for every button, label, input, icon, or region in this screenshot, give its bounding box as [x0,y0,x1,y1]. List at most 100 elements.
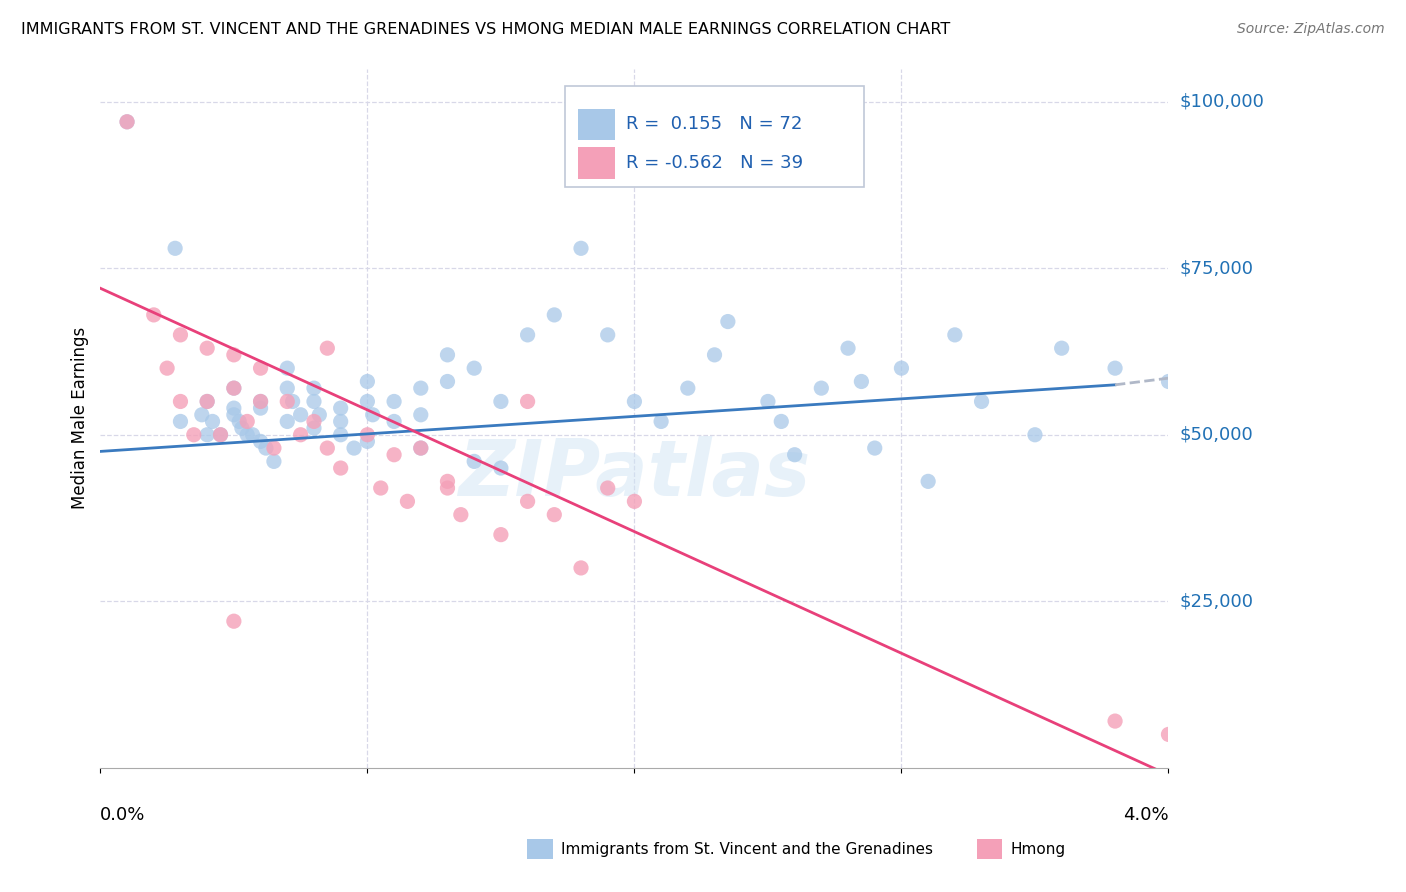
Point [970,394,993,409]
Point [263,454,285,468]
Bar [578,109,616,140]
Point [717,314,740,328]
Point [228,414,250,428]
Point [489,394,512,409]
Text: IMMIGRANTS FROM ST. VINCENT AND THE GRENADINES VS HMONG MEDIAN MALE EARNINGS COR: IMMIGRANTS FROM ST. VINCENT AND THE GREN… [21,22,950,37]
Point [316,441,339,455]
Point [329,401,352,416]
Point [165,241,187,255]
Point [676,381,699,395]
Text: Source: ZipAtlas.com: Source: ZipAtlas.com [1237,22,1385,37]
Point [783,448,806,462]
Point [516,494,538,508]
Point [770,414,793,428]
Point [409,441,432,455]
Point [436,375,458,389]
Point [290,427,312,442]
Point [436,481,458,495]
Y-axis label: Median Male Earnings: Median Male Earnings [72,327,89,509]
Point [837,341,859,355]
Point [222,348,245,362]
Point [623,394,645,409]
Text: $75,000: $75,000 [1180,260,1254,277]
Point [343,441,366,455]
Point [890,361,912,376]
Point [1104,714,1126,728]
Point [356,394,378,409]
Point [209,427,232,442]
Point [276,394,298,409]
Point [489,461,512,475]
Point [1157,375,1180,389]
Text: R =  0.155   N = 72: R = 0.155 N = 72 [626,115,803,134]
Point [316,341,339,355]
Point [263,441,285,455]
Point [236,414,259,428]
Point [254,441,277,455]
Point [222,614,245,628]
Point [195,427,218,442]
Point [302,414,325,428]
Point [396,494,419,508]
Point [1157,727,1180,741]
Point [183,427,205,442]
Point [302,421,325,435]
Point [516,327,538,342]
Point [409,381,432,395]
Point [516,394,538,409]
Text: 0.0%: 0.0% [100,806,146,824]
Point [863,441,886,455]
Point [596,327,619,342]
Text: R = -0.562   N = 39: R = -0.562 N = 39 [626,154,803,172]
Text: ZIPatlas: ZIPatlas [458,436,810,512]
Point [436,475,458,489]
Point [156,361,179,376]
Point [543,308,565,322]
Point [308,408,330,422]
Point [851,375,873,389]
Point [382,414,405,428]
Point [249,401,271,416]
FancyBboxPatch shape [565,86,865,187]
Point [489,527,512,541]
Point [195,394,218,409]
Point [169,394,191,409]
Point [703,348,725,362]
Bar [578,147,616,178]
Point [142,308,165,322]
Point [290,408,312,422]
Point [1050,341,1073,355]
Point [201,414,224,428]
Point [249,361,271,376]
Point [409,441,432,455]
Point [361,408,384,422]
Point [356,434,378,449]
Point [222,408,245,422]
Point [222,381,245,395]
Point [222,381,245,395]
Point [222,401,245,416]
Point [356,375,378,389]
Point [569,561,592,575]
Point [810,381,832,395]
Point [370,481,392,495]
Text: $100,000: $100,000 [1180,93,1264,111]
Point [1024,427,1046,442]
Point [236,427,259,442]
Point [249,434,271,449]
Point [191,408,214,422]
Point [281,394,304,409]
Text: Hmong: Hmong [1011,842,1066,856]
Point [650,414,672,428]
Point [115,115,138,129]
Point [195,394,218,409]
Point [917,475,939,489]
Point [623,494,645,508]
Point [276,381,298,395]
Point [302,394,325,409]
Point [436,348,458,362]
Point [209,427,232,442]
Point [356,427,378,442]
Point [463,454,485,468]
Text: $50,000: $50,000 [1180,425,1253,443]
